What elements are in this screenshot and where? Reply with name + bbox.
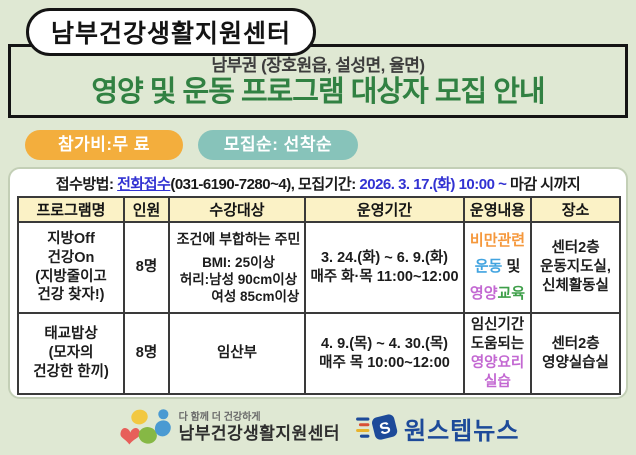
news-icon-square	[371, 414, 398, 440]
content-black-lines: 임신기간 도움되는	[470, 317, 525, 352]
speed-line-blue-2	[359, 434, 370, 438]
table-header-row: 프로그램명 인원 수강대상 운영기간 운영내용 장소	[17, 196, 621, 223]
col-header-period: 운영기간	[304, 196, 465, 223]
cell-place: 센터2층 운동지도실, 신체활동실	[530, 221, 621, 314]
content-education: 교육	[497, 284, 526, 302]
cell-period: 4. 9.(목) ~ 4. 30.(목) 매주 목 10:00~12:00	[304, 311, 465, 396]
cell-capacity: 8명	[123, 311, 170, 396]
news-name: 원스텝뉴스	[404, 417, 520, 445]
info-deadline-value: 2026. 3. 17.(화) 10:00 ~	[359, 176, 507, 193]
title-box: 남부권 (장호원읍, 설성면, 율면) 영양 및 운동 프로그램 대상자 모집 …	[8, 44, 628, 118]
content-obesity: 비만관련	[469, 232, 526, 250]
col-header-place: 장소	[530, 196, 621, 223]
content-and: 및	[502, 258, 521, 276]
speed-line-blue	[356, 417, 370, 421]
content-line-2: 운동 및	[467, 254, 528, 280]
logo-tagline: 다 함께 더 건강하게	[178, 412, 261, 424]
logo-name: 남부건강생활지원센터	[178, 423, 340, 443]
region-subtitle: 남부권 (장호원읍, 설성면, 율면)	[211, 56, 425, 75]
cell-period: 3. 24.(화) ~ 6. 9.(화) 매주 화·목 11:00~12:00	[304, 221, 465, 314]
content-purple-lines: 영양요리 실습	[470, 354, 525, 390]
info-method-label: 접수방법:	[55, 176, 118, 193]
cell-program-name: 태교밥상 (모자의 건강한 한끼)	[17, 311, 125, 396]
center-logo-icon	[120, 409, 171, 445]
main-title: 영양 및 운동 프로그램 대상자 모집 안내	[91, 76, 545, 108]
content-exercise: 운동	[474, 258, 503, 276]
content-line-1: 비만관련	[467, 228, 528, 254]
fee-badge: 참가비:무 료	[25, 130, 183, 160]
cell-program-name: 지방Off 건강On (지방줄이고 건강 찾자!)	[17, 221, 125, 314]
cell-target: 조건에 부합하는 주민 BMI: 25이상 허리:남성 90cm이상 여성 85…	[168, 221, 306, 314]
speed-line-yellow	[356, 428, 370, 432]
footer: 다 함께 더 건강하게 남부건강생활지원센터 S 원스텝뉴스	[0, 403, 636, 453]
program-table: 프로그램명 인원 수강대상 운영기간 운영내용 장소 지방Off 건강On (지…	[17, 196, 621, 396]
info-phone-number: (031-6190-7280~4), 모집기간:	[170, 176, 360, 193]
center-name-pill: 남부건강생활지원센터	[26, 8, 317, 56]
table-row-prenatal-meal: 태교밥상 (모자의 건강한 한끼) 8명 임산부 4. 9.(목) ~ 4. 3…	[17, 311, 621, 396]
col-header-content: 운영내용	[463, 196, 532, 223]
cell-content: 비만관련 운동 및 영양교육	[463, 221, 532, 314]
col-header-capacity: 인원	[123, 196, 170, 223]
target-criteria: BMI: 25이상 허리:남성 90cm이상 여성 85cm이상	[179, 254, 300, 304]
person-body	[154, 420, 171, 437]
col-header-program: 프로그램명	[17, 196, 125, 223]
yellow-blob	[130, 409, 148, 425]
info-method-value: 전화접수	[117, 176, 171, 193]
application-info: 접수방법: 전화접수(031-6190-7280~4), 모집기간: 2026.…	[0, 173, 636, 194]
cell-capacity: 8명	[123, 221, 170, 314]
heart-shape	[120, 427, 140, 445]
speed-line-red	[358, 423, 370, 427]
col-header-target: 수강대상	[168, 196, 306, 223]
news-logo-icon: S	[356, 414, 398, 440]
news-logo: S 원스텝뉴스	[356, 409, 519, 447]
center-logo: 다 함께 더 건강하게 남부건강생활지원센터	[117, 406, 340, 450]
order-badge: 모집순: 선착순	[198, 130, 358, 160]
table-row-fat-off: 지방Off 건강On (지방줄이고 건강 찾자!) 8명 조건에 부합하는 주민…	[17, 221, 621, 314]
cell-content: 임신기간 도움되는 영양요리 실습	[463, 311, 532, 396]
target-condition: 조건에 부합하는 주민	[176, 230, 301, 247]
green-blob	[138, 427, 157, 444]
content-nutrition: 영양	[469, 284, 498, 302]
person-head	[157, 409, 168, 420]
center-logo-text: 다 함께 더 건강하게 남부건강생활지원센터	[179, 412, 340, 443]
cell-target: 임산부	[168, 311, 306, 396]
info-deadline-tail: 마감 시까지	[506, 176, 581, 193]
content-line-3: 영양교육	[467, 281, 528, 307]
cell-place: 센터2층 영양실습실	[530, 311, 621, 396]
news-icon-letter: S	[378, 419, 393, 439]
